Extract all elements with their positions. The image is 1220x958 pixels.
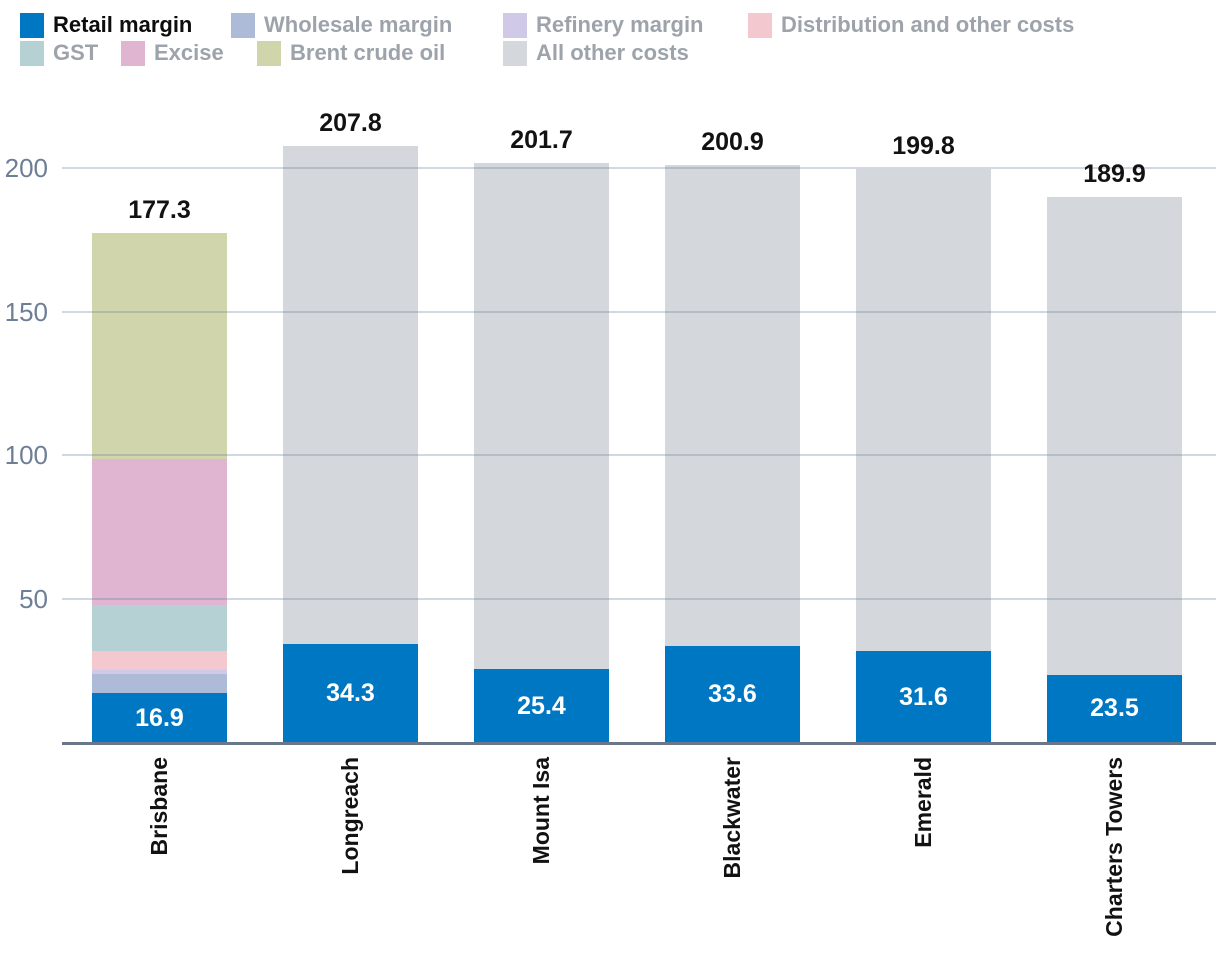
bar-segment-retail-margin: 25.4 [474, 669, 609, 742]
gridline [62, 454, 1216, 456]
total-label: 199.8 [892, 131, 955, 160]
legend-label: GST [53, 40, 99, 65]
bar-segment-retail-margin: 33.6 [665, 645, 800, 742]
gridline [62, 310, 1216, 313]
legend-item-brent-crude-oil: Brent crude oil [257, 40, 445, 66]
legend-label: Wholesale margin [264, 12, 453, 37]
bar-value-label: 23.5 [1090, 694, 1139, 723]
legend-item-all-other-costs: All other costs [503, 40, 689, 66]
bar-segment-retail-margin: 34.3 [283, 643, 418, 742]
y-tick-label: 150 [4, 296, 48, 327]
retail-margin-swatch [20, 12, 44, 38]
excise-swatch [121, 40, 145, 66]
total-label: 207.8 [319, 108, 382, 137]
x-category-label: Blackwater [718, 757, 745, 879]
total-label: 200.9 [701, 128, 764, 157]
bar-value-label: 25.4 [517, 691, 566, 720]
x-axis-line [62, 742, 1216, 745]
bar-segment-retail-margin: 16.9 [92, 693, 227, 742]
legend-item-refinery-margin: Refinery margin [503, 12, 704, 38]
bar-segment-all-other-costs [856, 168, 991, 652]
y-tick-label: 50 [19, 583, 48, 614]
legend-label: Retail margin [53, 12, 193, 37]
refinery-margin-swatch [503, 12, 527, 38]
bar-segment-distribution-and-other-costs [92, 650, 227, 670]
total-label: 177.3 [128, 196, 191, 225]
bar-segment-gst [92, 604, 227, 651]
y-tick-label: 100 [4, 440, 48, 470]
total-label: 201.7 [510, 126, 573, 155]
bar-value-label: 33.6 [708, 679, 757, 708]
y-tick-label: 200 [4, 153, 48, 183]
legend-label: Brent crude oil [290, 40, 446, 65]
bar-segment-wholesale-margin [92, 673, 227, 694]
bar-segment-retail-margin: 31.6 [856, 651, 991, 742]
bar-value-label: 31.6 [899, 682, 948, 711]
bar-segment-retail-margin: 23.5 [1047, 674, 1182, 742]
gridline [62, 167, 1216, 169]
bar-segment-brent-crude-oil [92, 233, 227, 459]
bar-value-label: 34.3 [326, 678, 375, 707]
bar-segment-all-other-costs [665, 165, 800, 646]
legend-label: All other costs [536, 40, 689, 65]
x-category-label: Charters Towers [1100, 757, 1127, 937]
gst-swatch [20, 40, 44, 66]
bar-segment-excise [92, 458, 227, 605]
bar-segment-all-other-costs [283, 145, 418, 644]
bar-value-label: 16.9 [135, 703, 184, 732]
total-label: 189.9 [1083, 159, 1146, 188]
wholesale-margin-swatch [231, 12, 255, 38]
gridline [62, 597, 1216, 600]
bar-segment-all-other-costs [1047, 196, 1182, 675]
bar-segment-all-other-costs [474, 163, 609, 670]
legend-item-distribution-costs: Distribution and other costs [748, 12, 1074, 38]
x-category-label: Mount Isa [527, 757, 554, 865]
bar-segment-refinery-margin [92, 669, 227, 674]
x-category-label: Brisbane [145, 757, 172, 856]
legend-item-excise: Excise [121, 40, 224, 66]
legend-label: Excise [154, 40, 224, 65]
x-category-label: Emerald [909, 757, 936, 848]
legend-item-retail-margin: Retail margin [20, 12, 192, 38]
legend-item-wholesale-margin: Wholesale margin [231, 12, 452, 38]
legend-item-gst: GST [20, 40, 98, 66]
brent-crude-oil-swatch [257, 40, 281, 66]
all-other-costs-swatch [503, 40, 527, 66]
x-category-label: Longreach [336, 757, 363, 875]
distribution-costs-swatch [748, 12, 772, 38]
legend-label: Refinery margin [536, 12, 704, 37]
legend-label: Distribution and other costs [781, 12, 1075, 37]
